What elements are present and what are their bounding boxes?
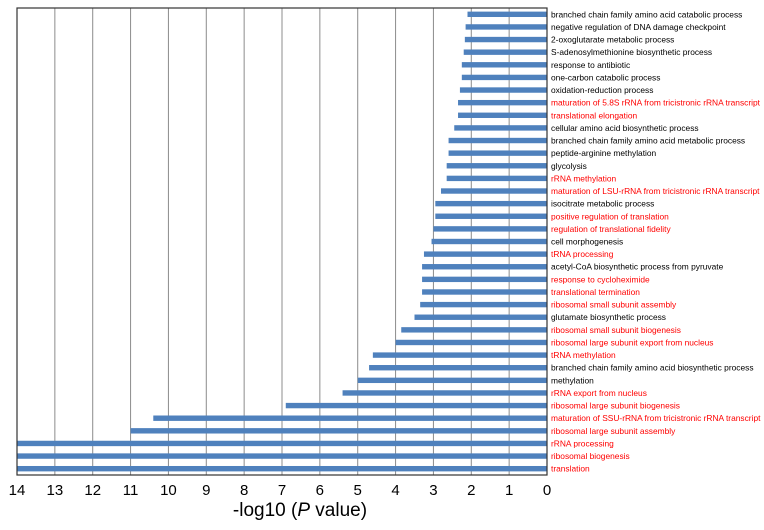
bar: [414, 314, 547, 320]
category-label: translational elongation: [551, 110, 637, 120]
bar: [17, 453, 547, 459]
category-label: ribosomal large subunit assembly: [551, 426, 676, 436]
bar: [422, 276, 547, 283]
bar: [467, 11, 547, 18]
bar: [422, 289, 547, 295]
x-axis-label: -log10 (P value): [0, 500, 600, 522]
x-tick-label: 4: [391, 482, 399, 499]
category-label: ribosomal biogenesis: [551, 451, 630, 461]
category-label: rRNA methylation: [551, 173, 617, 183]
bar: [448, 137, 547, 144]
bar: [459, 87, 547, 93]
category-label: regulation of translational fidelity: [551, 224, 671, 234]
category-label: oxidation-reduction process: [551, 85, 653, 95]
category-label: ribosomal large subunit export from nucl…: [551, 337, 713, 347]
bar: [130, 428, 548, 434]
bar: [446, 175, 547, 182]
bar: [458, 99, 547, 106]
category-label: rRNA export from nucleus: [551, 388, 647, 398]
x-tick-label: 11: [123, 482, 139, 499]
bar: [17, 465, 547, 472]
category-label: 2-oxoglutarate metabolic process: [551, 35, 674, 45]
category-label: tRNA methylation: [551, 350, 616, 360]
category-label: cell morphogenesis: [551, 237, 623, 247]
bar: [420, 301, 547, 308]
bar: [465, 24, 547, 30]
category-label: response to antibiotic: [551, 60, 630, 70]
category-label: one-carbon catabolic process: [551, 72, 660, 82]
category-label: branched chain family amino acid catabol…: [551, 9, 742, 19]
category-labels: branched chain family amino acid catabol…: [551, 9, 761, 473]
x-tick-label: 10: [160, 482, 177, 499]
x-tick-label: 2: [467, 482, 475, 499]
x-tick-label: 14: [9, 482, 26, 499]
bar: [153, 415, 548, 421]
category-label: glycolysis: [551, 161, 587, 171]
x-tick-label: 12: [84, 482, 101, 499]
bar: [435, 200, 547, 207]
bar: [454, 125, 547, 131]
bar: [433, 226, 547, 232]
category-label: ribosomal small subunit biogenesis: [551, 325, 681, 335]
bar: [435, 213, 547, 219]
bar: [422, 264, 547, 270]
category-label: acetyl-CoA biosynthetic process from pyr…: [551, 262, 724, 272]
category-label: translational termination: [551, 287, 640, 297]
bar: [17, 440, 547, 447]
x-tick-label: 1: [505, 482, 513, 499]
category-label: branched chain family amino acid biosynt…: [551, 363, 754, 373]
category-label: isocitrate metabolic process: [551, 199, 654, 209]
category-label: translation: [551, 464, 590, 474]
bar: [372, 352, 547, 358]
category-label: positive regulation of translation: [551, 211, 669, 221]
x-tick-labels: 14 13 12 11 10 9 8 7 6 5 4 3 2 1 0: [9, 482, 552, 499]
category-label: tRNA processing: [551, 249, 614, 259]
plot-frame: [16, 7, 548, 476]
x-axis-label-prefix: -log10 (: [232, 500, 298, 521]
category-label: ribosomal large subunit biogenesis: [551, 401, 680, 411]
x-tick-label: 5: [354, 482, 362, 499]
category-label: ribosomal small subunit assembly: [551, 300, 677, 310]
x-tick-label: 13: [47, 482, 64, 499]
category-label: negative regulation of DNA damage checkp…: [551, 22, 726, 32]
bar: [342, 390, 547, 396]
category-label: maturation of SSU-rRNA from tricistronic…: [551, 413, 761, 423]
x-axis-label-suffix: value): [310, 500, 368, 521]
x-axis-label-italic: P: [297, 500, 311, 521]
category-label: S-adenosylmethionine biosynthetic proces…: [551, 47, 712, 57]
bar: [369, 365, 547, 371]
x-tick-label: 3: [429, 482, 437, 499]
bar: [357, 377, 547, 384]
bar: [463, 49, 547, 55]
bar: [401, 327, 547, 333]
category-label: methylation: [551, 375, 594, 385]
x-tick-label: 9: [202, 482, 210, 499]
category-label: cellular amino acid biosynthetic process: [551, 123, 699, 133]
bar: [461, 74, 547, 81]
category-label: response to cycloheximide: [551, 274, 650, 284]
category-label: glutamate biosynthetic process: [551, 312, 666, 322]
bar: [461, 62, 547, 68]
category-label: branched chain family amino acid metabol…: [551, 136, 745, 146]
category-label: peptide-arginine methylation: [551, 148, 657, 158]
bars: [17, 11, 548, 472]
bar: [458, 112, 547, 118]
bar: [464, 36, 547, 43]
category-label: maturation of 5.8S rRNA from tricistroni…: [551, 98, 761, 108]
x-tick-label: 0: [543, 482, 551, 499]
bar: [441, 188, 547, 194]
category-label: maturation of LSU-rRNA from tricistronic…: [551, 186, 760, 196]
bar: [448, 150, 547, 156]
category-label: rRNA processing: [551, 438, 614, 448]
bar-chart: branched chain family amino acid catabol…: [9, 7, 761, 499]
bar: [395, 339, 547, 346]
bar: [423, 251, 547, 257]
x-tick-label: 7: [278, 482, 286, 499]
x-tick-label: 8: [240, 482, 248, 499]
bar: [446, 163, 547, 169]
bar: [285, 402, 547, 409]
bar: [431, 238, 547, 245]
x-tick-label: 6: [316, 482, 324, 499]
